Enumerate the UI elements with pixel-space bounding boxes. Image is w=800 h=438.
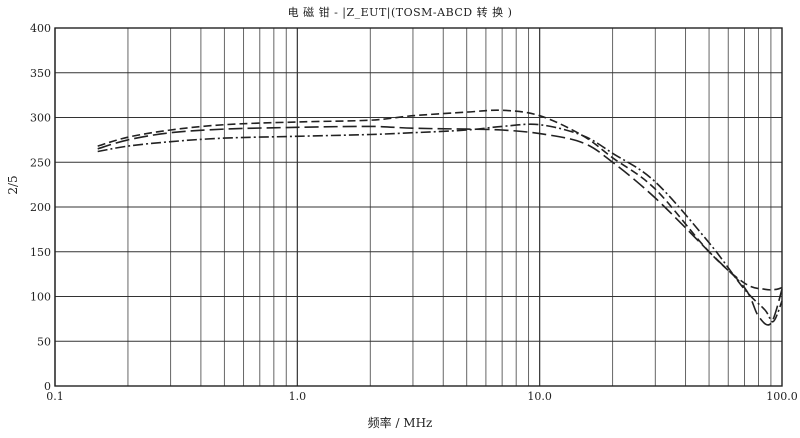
y-tick-label: 150 [30,246,51,259]
x-tick-label: 1.0 [289,390,307,403]
y-tick-label: 100 [30,291,51,304]
x-axis-label: 频率 / MHz [367,416,433,430]
plot-frame [54,27,783,387]
y-tick-label: 50 [37,335,51,348]
x-tick-label: 100.0 [766,390,798,403]
y-tick-label: 0 [44,380,51,393]
x-tick-label: 0.1 [46,390,64,403]
x-tick-label: 10.0 [527,390,552,403]
y-tick-label: 350 [30,67,51,80]
series-line-3 [97,125,783,326]
series-line-1 [97,109,783,291]
y-tick-label: 400 [30,22,51,35]
y-tick-label: 250 [30,156,51,169]
series-line-2 [97,123,783,323]
y-tick-label: 200 [30,201,51,214]
y-tick-label: 300 [30,112,51,125]
chart-title: 电 磁 钳 - |Z_EUT|(TOSM-ABCD 转 换 ) [287,6,513,19]
y-axis-label: 2/5 [6,175,20,195]
